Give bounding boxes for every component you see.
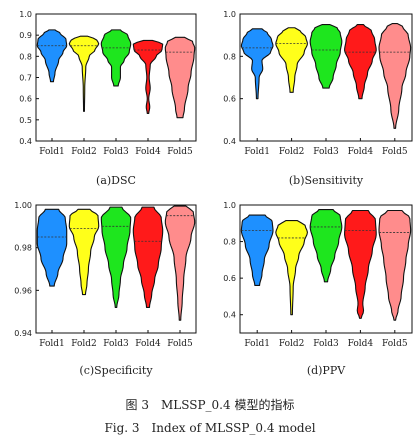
chart-specificity: 0.94 0.96 0.98 1.00 Fold1 Fold2 Fold3 Fold4 Fold… <box>14 201 197 377</box>
y-tick-label: 0.6 <box>223 95 236 104</box>
violin-fold4 <box>132 39 164 115</box>
category-label-fold1: Fold1 <box>39 339 65 349</box>
subplot-caption-sensitivity: (b)Sensitivity <box>289 174 364 187</box>
y-tick-label: 1.00 <box>14 201 32 210</box>
category-label-fold1: Fold1 <box>39 147 65 157</box>
caption-chinese: 图 3 MLSSP_0.4 模型的指标 <box>126 397 295 412</box>
violin-fold5 <box>164 205 196 321</box>
chart-ppv: 0.4 0.6 0.8 1.0 Fold1 Fold2 Fold3 Fold4 Fold5 (d)… <box>223 201 413 377</box>
y-tick-label: 1.0 <box>19 10 32 19</box>
violin-fold5 <box>378 22 412 129</box>
y-tick-label: 1.0 <box>223 201 236 210</box>
violin-fold1 <box>240 214 274 287</box>
violin-fold4 <box>344 24 377 100</box>
violin-fold1 <box>240 28 274 100</box>
violin-fold5 <box>164 36 196 119</box>
y-tick-label: 0.94 <box>14 329 32 338</box>
category-label-fold3: Fold3 <box>313 147 339 157</box>
y-tick-label: 0.4 <box>223 137 236 146</box>
violin-fold3 <box>309 209 343 283</box>
violin-fold2 <box>68 35 100 112</box>
y-tick-label: 0.6 <box>19 95 32 104</box>
category-label-fold5: Fold5 <box>382 147 408 157</box>
violin-fold3 <box>100 206 132 308</box>
category-label-fold2: Fold2 <box>71 147 97 157</box>
y-tick-label: 0.9 <box>19 31 32 40</box>
violin-fold4 <box>132 206 164 308</box>
category-label-fold2: Fold2 <box>71 339 97 349</box>
y-tick-label: 0.98 <box>14 244 32 253</box>
chart-sensitivity: 0.4 0.6 0.8 1.0 Fold1 Fold2 Fold3 Fold4 Fold5 (b)… <box>223 10 413 187</box>
subplot-caption-ppv: (d)PPV <box>307 364 346 377</box>
violin-fold2 <box>68 208 100 296</box>
category-label-fold4: Fold4 <box>135 339 161 349</box>
y-tick-label: 0.96 <box>14 286 32 295</box>
y-tick-label: 1.0 <box>223 10 236 19</box>
category-label-fold3: Fold3 <box>313 339 339 349</box>
y-tick-label: 0.5 <box>19 116 32 125</box>
subplot-caption-dsc: (a)DSC <box>96 174 136 187</box>
y-tick-label: 0.8 <box>223 238 236 247</box>
violin-fold2 <box>275 27 308 93</box>
category-label-fold4: Fold4 <box>348 339 374 349</box>
violin-fold3 <box>309 24 343 89</box>
category-label-fold2: Fold2 <box>279 147 305 157</box>
subplot-caption-specificity: (c)Specificity <box>79 364 153 377</box>
violin-fold1 <box>36 29 68 83</box>
y-tick-label: 0.8 <box>223 52 236 61</box>
category-label-fold4: Fold4 <box>348 147 374 157</box>
y-tick-label: 0.6 <box>223 274 236 283</box>
category-label-fold4: Fold4 <box>135 147 161 157</box>
y-tick-label: 0.4 <box>19 137 32 146</box>
category-label-fold1: Fold1 <box>244 147 270 157</box>
violin-fold4 <box>344 209 377 319</box>
category-label-fold5: Fold5 <box>382 339 408 349</box>
y-tick-label: 0.4 <box>223 311 236 320</box>
category-label-fold5: Fold5 <box>167 339 193 349</box>
category-label-fold3: Fold3 <box>103 339 129 349</box>
category-label-fold3: Fold3 <box>103 147 129 157</box>
y-tick-label: 0.7 <box>19 74 32 83</box>
category-label-fold5: Fold5 <box>167 147 193 157</box>
category-label-fold1: Fold1 <box>244 339 270 349</box>
caption-english: Fig. 3 Index of MLSSP_0.4 model <box>104 421 315 435</box>
chart-dsc: 0.4 0.5 0.6 0.7 0.8 0.9 1.0 Fold1 Fold2 Fold3 Fold… <box>19 10 197 187</box>
violin-fold3 <box>100 29 132 87</box>
violin-fold1 <box>36 208 68 287</box>
violin-fold2 <box>275 219 308 316</box>
violin-fold5 <box>378 209 412 321</box>
category-label-fold2: Fold2 <box>279 339 305 349</box>
y-tick-label: 0.8 <box>19 52 32 61</box>
